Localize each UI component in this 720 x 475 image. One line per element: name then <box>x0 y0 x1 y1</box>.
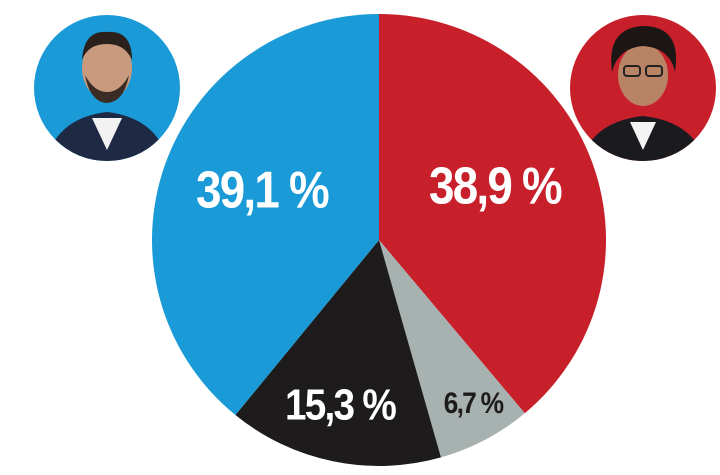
value-label: 15,3 % <box>285 379 396 429</box>
value-label: 38,9 % <box>429 158 562 215</box>
avatar-right <box>570 15 716 161</box>
avatar-left <box>34 15 180 161</box>
pie-slice <box>152 14 379 416</box>
value-label: 6,7 % <box>444 385 504 419</box>
pie-slice <box>379 14 606 414</box>
value-label: 39,1 % <box>196 162 329 219</box>
pie-slice <box>235 240 441 467</box>
pie: 38,9 % 6,7 % 15,3 % 39,1 % <box>152 14 606 467</box>
pie-slice <box>379 240 525 458</box>
